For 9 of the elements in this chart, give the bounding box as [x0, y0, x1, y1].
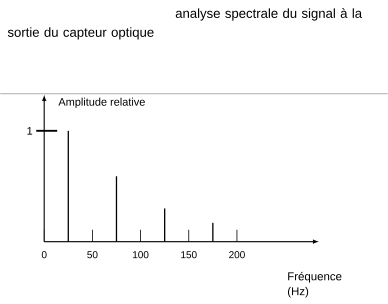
- chart-title: analyse spectrale du signal à la sortie du capteur optique: [8, 8, 362, 40]
- y-axis-title: Amplitude relative: [58, 98, 145, 108]
- text: 1: [27, 127, 32, 135]
- x-tick-label: 200: [229, 251, 245, 258]
- x-tick-label: 150: [181, 251, 197, 258]
- x-axis-title: Fréquence (Hz): [288, 272, 342, 298]
- x-tick-label: 50: [87, 251, 98, 258]
- x-tick-label: 100: [133, 251, 148, 258]
- x-tick-label: 0: [42, 251, 47, 258]
